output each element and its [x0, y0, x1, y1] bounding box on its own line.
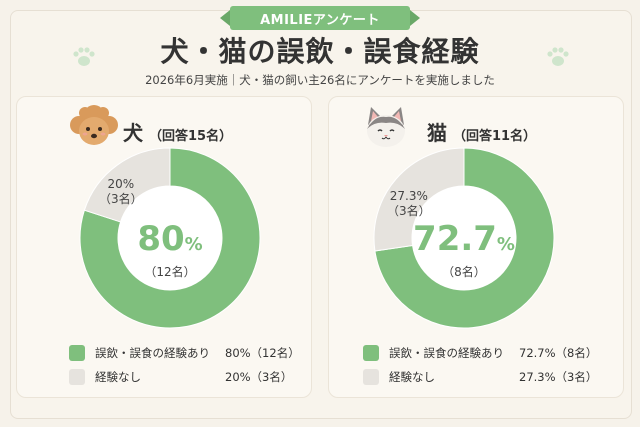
cat-title-text: 猫 [427, 121, 447, 145]
dog-none-count-label: （3名） [99, 192, 143, 206]
legend-label: 経験なし [95, 370, 141, 384]
dog-legend-item-none: 経験なし 20%（3名） [69, 369, 292, 385]
dog-donut-chart [79, 147, 261, 329]
cat-icon [367, 107, 405, 147]
cat-center-count: （8名） [442, 265, 486, 279]
page-title: 犬・猫の誤飲・誤食経験 [160, 35, 480, 68]
legend-label: 経験なし [389, 370, 435, 384]
dog-title: 犬 （回答15名） [123, 117, 232, 146]
cat-center-value: 72.7 [413, 219, 497, 259]
dog-center-unit: % [184, 234, 203, 255]
legend-swatch [363, 369, 379, 385]
cat-none-pct-label: 27.3% [389, 189, 428, 203]
dog-panel: 犬 （回答15名） 20% （3名） 80% （12名） 誤飲・誤食の経験あり 80… [16, 96, 312, 398]
paw-icon [73, 47, 95, 66]
legend-value: 20%（3名） [225, 370, 293, 384]
cat-panel: 猫 （回答11名） 27.3% （3名） 72.7% （8名） 誤飲・誤食の経験あ… [328, 96, 624, 398]
cat-legend-item-experienced: 誤飲・誤食の経験あり 72.7%（8名） [363, 345, 597, 361]
dog-none-slice-label: 20% （3名） [99, 177, 143, 207]
donut-slice-experienced [79, 147, 261, 329]
donut-hole [412, 186, 516, 290]
dog-none-pct-label: 20% [107, 177, 135, 191]
cat-none-slice-label: 27.3% （3名） [387, 189, 431, 219]
cat-center-percent: 72.7% [373, 219, 555, 259]
donut-hole [118, 186, 222, 290]
legend-value: 80%（12名） [225, 346, 300, 360]
legend-value: 27.3%（3名） [519, 370, 598, 384]
legend-swatch [363, 345, 379, 361]
legend-swatch [69, 345, 85, 361]
dog-center-value: 80 [137, 219, 185, 259]
legend-value: 72.7%（8名） [519, 346, 598, 360]
legend-label: 誤飲・誤食の経験あり [389, 346, 504, 360]
legend-swatch [69, 369, 85, 385]
cat-title: 猫 （回答11名） [427, 117, 536, 146]
survey-ribbon: AMILIEアンケート [220, 6, 420, 30]
cat-none-count-label: （3名） [387, 204, 431, 218]
dog-title-text: 犬 [123, 121, 143, 145]
paw-icon [547, 47, 569, 66]
legend-label: 誤飲・誤食の経験あり [95, 346, 210, 360]
cat-donut-chart [373, 147, 555, 329]
dog-center-percent: 80% [79, 219, 261, 259]
cat-respondents: （回答11名） [453, 129, 537, 144]
page-subtitle: 2026年6月実施｜犬・猫の飼い主26名にアンケートを実施しました [145, 73, 495, 87]
cat-center-unit: % [496, 234, 515, 255]
dog-legend-item-experienced: 誤飲・誤食の経験あり 80%（12名） [69, 345, 300, 361]
dog-center-count: （12名） [144, 265, 196, 279]
poodle-dog-icon [70, 105, 118, 145]
dog-respondents: （回答15名） [149, 129, 233, 144]
cat-legend-item-none: 経験なし 27.3%（3名） [363, 369, 597, 385]
